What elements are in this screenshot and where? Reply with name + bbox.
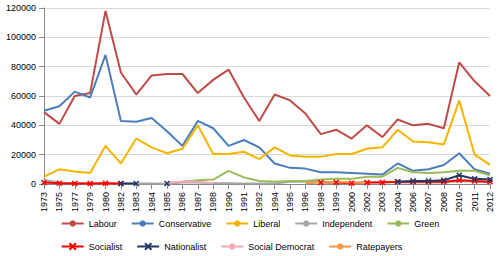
svg-text:60000: 60000: [11, 91, 36, 101]
svg-text:2012: 2012: [485, 192, 495, 212]
svg-text:1982: 1982: [116, 192, 126, 212]
svg-text:2010: 2010: [454, 192, 464, 212]
svg-text:2003: 2003: [377, 192, 387, 212]
svg-text:40000: 40000: [11, 120, 36, 130]
svg-text:Ratepayers: Ratepayers: [356, 242, 403, 252]
svg-text:2006: 2006: [408, 192, 418, 212]
svg-text:Nationalist: Nationalist: [164, 242, 207, 252]
svg-text:Social Democrat: Social Democrat: [248, 242, 315, 252]
svg-text:1987: 1987: [193, 192, 203, 212]
svg-text:120000: 120000: [6, 3, 36, 13]
svg-text:Liberal: Liberal: [253, 219, 280, 229]
svg-text:1988: 1988: [208, 192, 218, 212]
svg-text:1985: 1985: [162, 192, 172, 212]
svg-text:2008: 2008: [439, 192, 449, 212]
svg-text:1991: 1991: [239, 192, 249, 212]
svg-text:2004: 2004: [393, 192, 403, 212]
svg-text:1973: 1973: [39, 192, 49, 212]
svg-text:1984: 1984: [147, 192, 157, 212]
svg-text:1994: 1994: [270, 192, 280, 212]
svg-text:1983: 1983: [131, 192, 141, 212]
svg-text:1996: 1996: [300, 192, 310, 212]
svg-text:2000: 2000: [347, 192, 357, 212]
svg-text:Labour: Labour: [89, 219, 117, 229]
svg-text:1979: 1979: [85, 192, 95, 212]
svg-text:80000: 80000: [11, 62, 36, 72]
svg-text:1999: 1999: [331, 192, 341, 212]
svg-text:1980: 1980: [101, 192, 111, 212]
svg-text:2007: 2007: [423, 192, 433, 212]
svg-text:1992: 1992: [254, 192, 264, 212]
svg-text:Socialist: Socialist: [89, 242, 123, 252]
svg-text:1975: 1975: [54, 192, 64, 212]
svg-text:2002: 2002: [362, 192, 372, 212]
svg-text:1998: 1998: [316, 192, 326, 212]
svg-text:0: 0: [31, 179, 36, 189]
svg-text:2011: 2011: [470, 192, 480, 211]
svg-text:Green: Green: [414, 219, 439, 229]
svg-text:1990: 1990: [224, 192, 234, 212]
svg-text:Conservative: Conservative: [159, 219, 212, 229]
svg-text:Independent: Independent: [322, 219, 373, 229]
svg-text:1986: 1986: [177, 192, 187, 212]
svg-text:100000: 100000: [6, 32, 36, 42]
svg-text:20000: 20000: [11, 150, 36, 160]
svg-text:1995: 1995: [285, 192, 295, 212]
svg-text:1977: 1977: [70, 192, 80, 212]
